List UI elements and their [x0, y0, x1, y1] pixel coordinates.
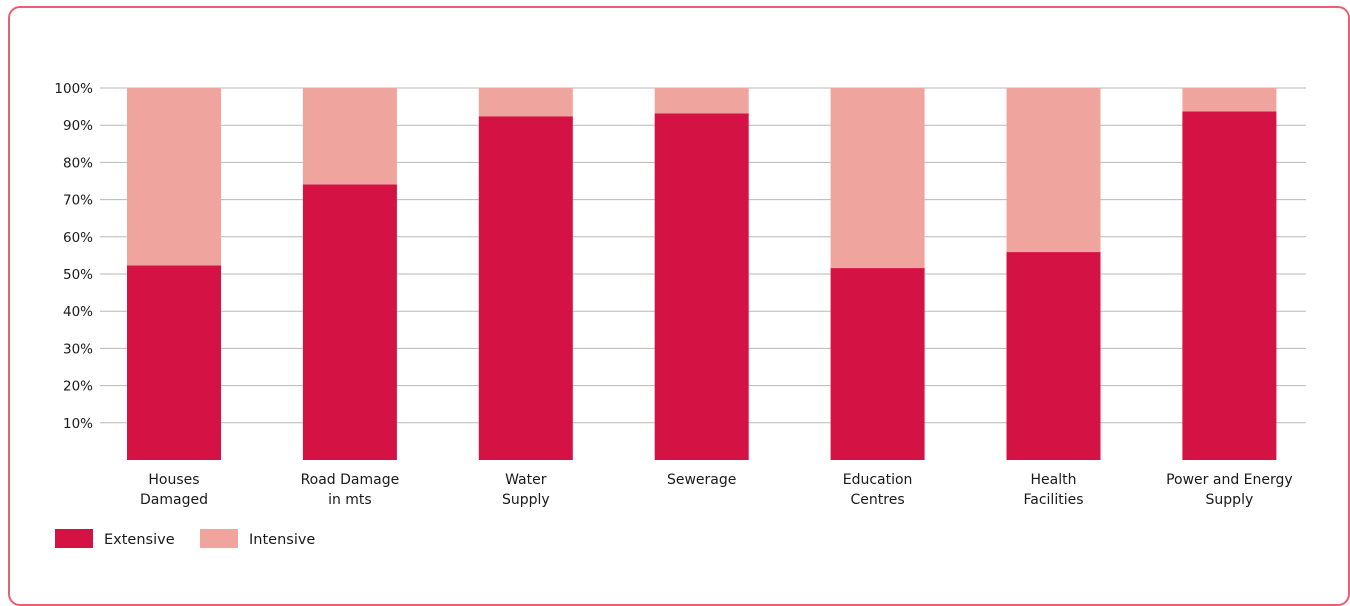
bar-extensive-5	[1006, 252, 1101, 460]
y-tick-label: 90%	[63, 118, 93, 134]
y-tick-label: 60%	[63, 230, 93, 246]
x-category-label: Damaged	[140, 492, 208, 508]
y-tick-label: 10%	[63, 416, 93, 432]
x-category-label: Education	[843, 472, 913, 488]
x-axis: Houses Damaged Road Damage in mts Water Suppl…	[140, 472, 1293, 508]
x-category-label: Road Damage	[301, 472, 400, 488]
x-category-label: Sewerage	[667, 472, 736, 488]
x-category-label: Supply	[502, 492, 550, 508]
y-tick-label: 50%	[63, 267, 93, 283]
y-tick-label: 40%	[63, 304, 93, 320]
bar-intensive-5	[1006, 88, 1101, 253]
x-category-label: Facilities	[1024, 492, 1084, 508]
x-category-label: in mts	[328, 492, 372, 508]
bar-intensive-3	[654, 88, 749, 114]
bar-extensive-3	[654, 113, 749, 461]
x-category-label: Houses	[148, 472, 199, 488]
bar-extensive-1	[302, 184, 397, 460]
y-tick-label: 100%	[54, 81, 93, 97]
x-category-label: Health	[1031, 472, 1077, 488]
x-category-label: Power and Energy	[1166, 472, 1293, 488]
y-tick-label: 30%	[63, 341, 93, 357]
legend-swatch-intensive	[200, 529, 238, 548]
bar-intensive-2	[478, 88, 573, 117]
bar-extensive-4	[830, 268, 925, 460]
x-category-label: Centres	[851, 492, 905, 508]
x-category-label: Water	[505, 472, 547, 488]
y-axis: 10% 20% 30% 40% 50% 60% 70% 80% 90% 100%	[54, 81, 93, 432]
bar-extensive-0	[127, 265, 221, 460]
legend-label-intensive: Intensive	[249, 532, 315, 548]
legend-label-extensive: Extensive	[104, 532, 175, 548]
bar-intensive-6	[1182, 88, 1277, 112]
bar-intensive-1	[302, 88, 397, 185]
legend: Extensive Intensive	[55, 529, 315, 548]
bar-extensive-2	[478, 116, 573, 460]
legend-swatch-extensive	[55, 529, 93, 548]
bar-intensive-0	[127, 88, 221, 266]
bar-extensive-6	[1182, 111, 1277, 460]
y-tick-label: 70%	[63, 193, 93, 209]
y-tick-label: 80%	[63, 155, 93, 171]
y-tick-label: 20%	[63, 379, 93, 395]
stacked-bar-chart: 10% 20% 30% 40% 50% 60% 70% 80% 90% 100% Houses Da…	[54, 81, 1306, 548]
bars	[127, 88, 1277, 461]
bar-intensive-4	[830, 88, 925, 269]
x-category-label: Supply	[1206, 492, 1254, 508]
